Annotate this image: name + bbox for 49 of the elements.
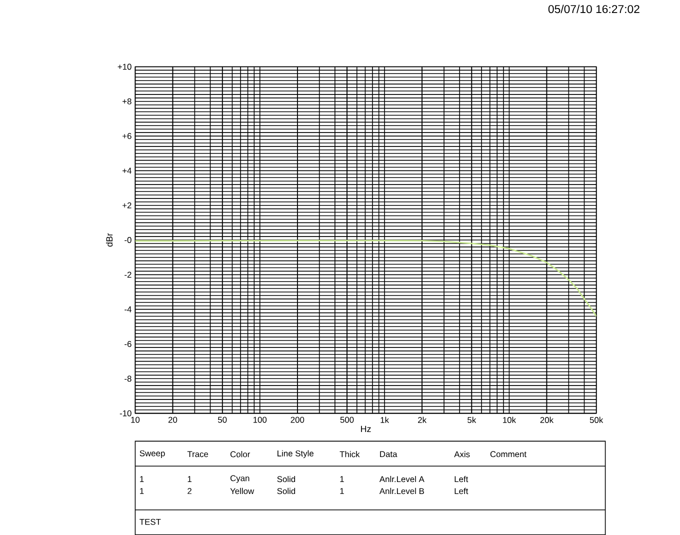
y-tick-label: -4 [124,306,132,312]
text: Sweep [140,450,165,458]
x-tick-label: 500 [340,416,354,423]
text: 1 [188,476,192,482]
y-tick-label: +4 [122,168,132,174]
x-tick-label: 200 [290,416,304,423]
text: Anlr.Level A [379,476,424,482]
y-tick-label: -2 [124,272,132,278]
text: 1 [340,488,344,494]
text: Yellow [230,488,254,494]
y-tick-label: +2 [122,202,132,208]
x-tick-label: 50k [590,416,604,424]
text: Thick [340,451,360,458]
y-tick-label: -10 [120,410,132,416]
text: Left [454,488,468,494]
text: Color [230,451,250,458]
text: 2 [188,488,192,494]
text: Anlr.Level B [379,488,424,494]
x-tick-label: 50 [218,416,227,423]
text: Trace [187,451,208,458]
y-tick-label: -8 [124,376,132,382]
y-tick-label: +6 [122,133,132,140]
y-tick-label: -0 [124,237,132,244]
y-tick-label: +10 [118,64,132,70]
text: Cyan [230,475,250,483]
text: Solid [277,488,296,494]
x-tick-label: 2k [418,416,427,424]
x-axis-title: Hz [361,426,371,432]
text: TEST [140,518,161,525]
text: 05/07/10 16:27:02 [548,4,640,14]
x-tick-label: 10k [503,416,516,424]
text: Left [454,476,468,482]
text: Line Style [278,450,314,458]
text: 1 [340,476,344,482]
x-tick-label: 20 [168,416,178,423]
y-axis-title: dBr [106,233,113,247]
y-tick-label: -6 [124,341,132,348]
text: Solid [277,476,296,482]
x-tick-label: 1k [380,416,390,424]
x-tick-label: 20k [540,416,554,424]
text: Axis [454,451,470,458]
x-tick-label: 10 [131,416,140,423]
text: Data [380,451,398,458]
text: 1 [140,476,144,482]
x-tick-label: 5k [468,416,476,424]
text: Comment [490,451,526,458]
text: 1 [140,488,144,494]
y-tick-label: +8 [122,98,132,104]
x-tick-label: 100 [253,416,267,423]
